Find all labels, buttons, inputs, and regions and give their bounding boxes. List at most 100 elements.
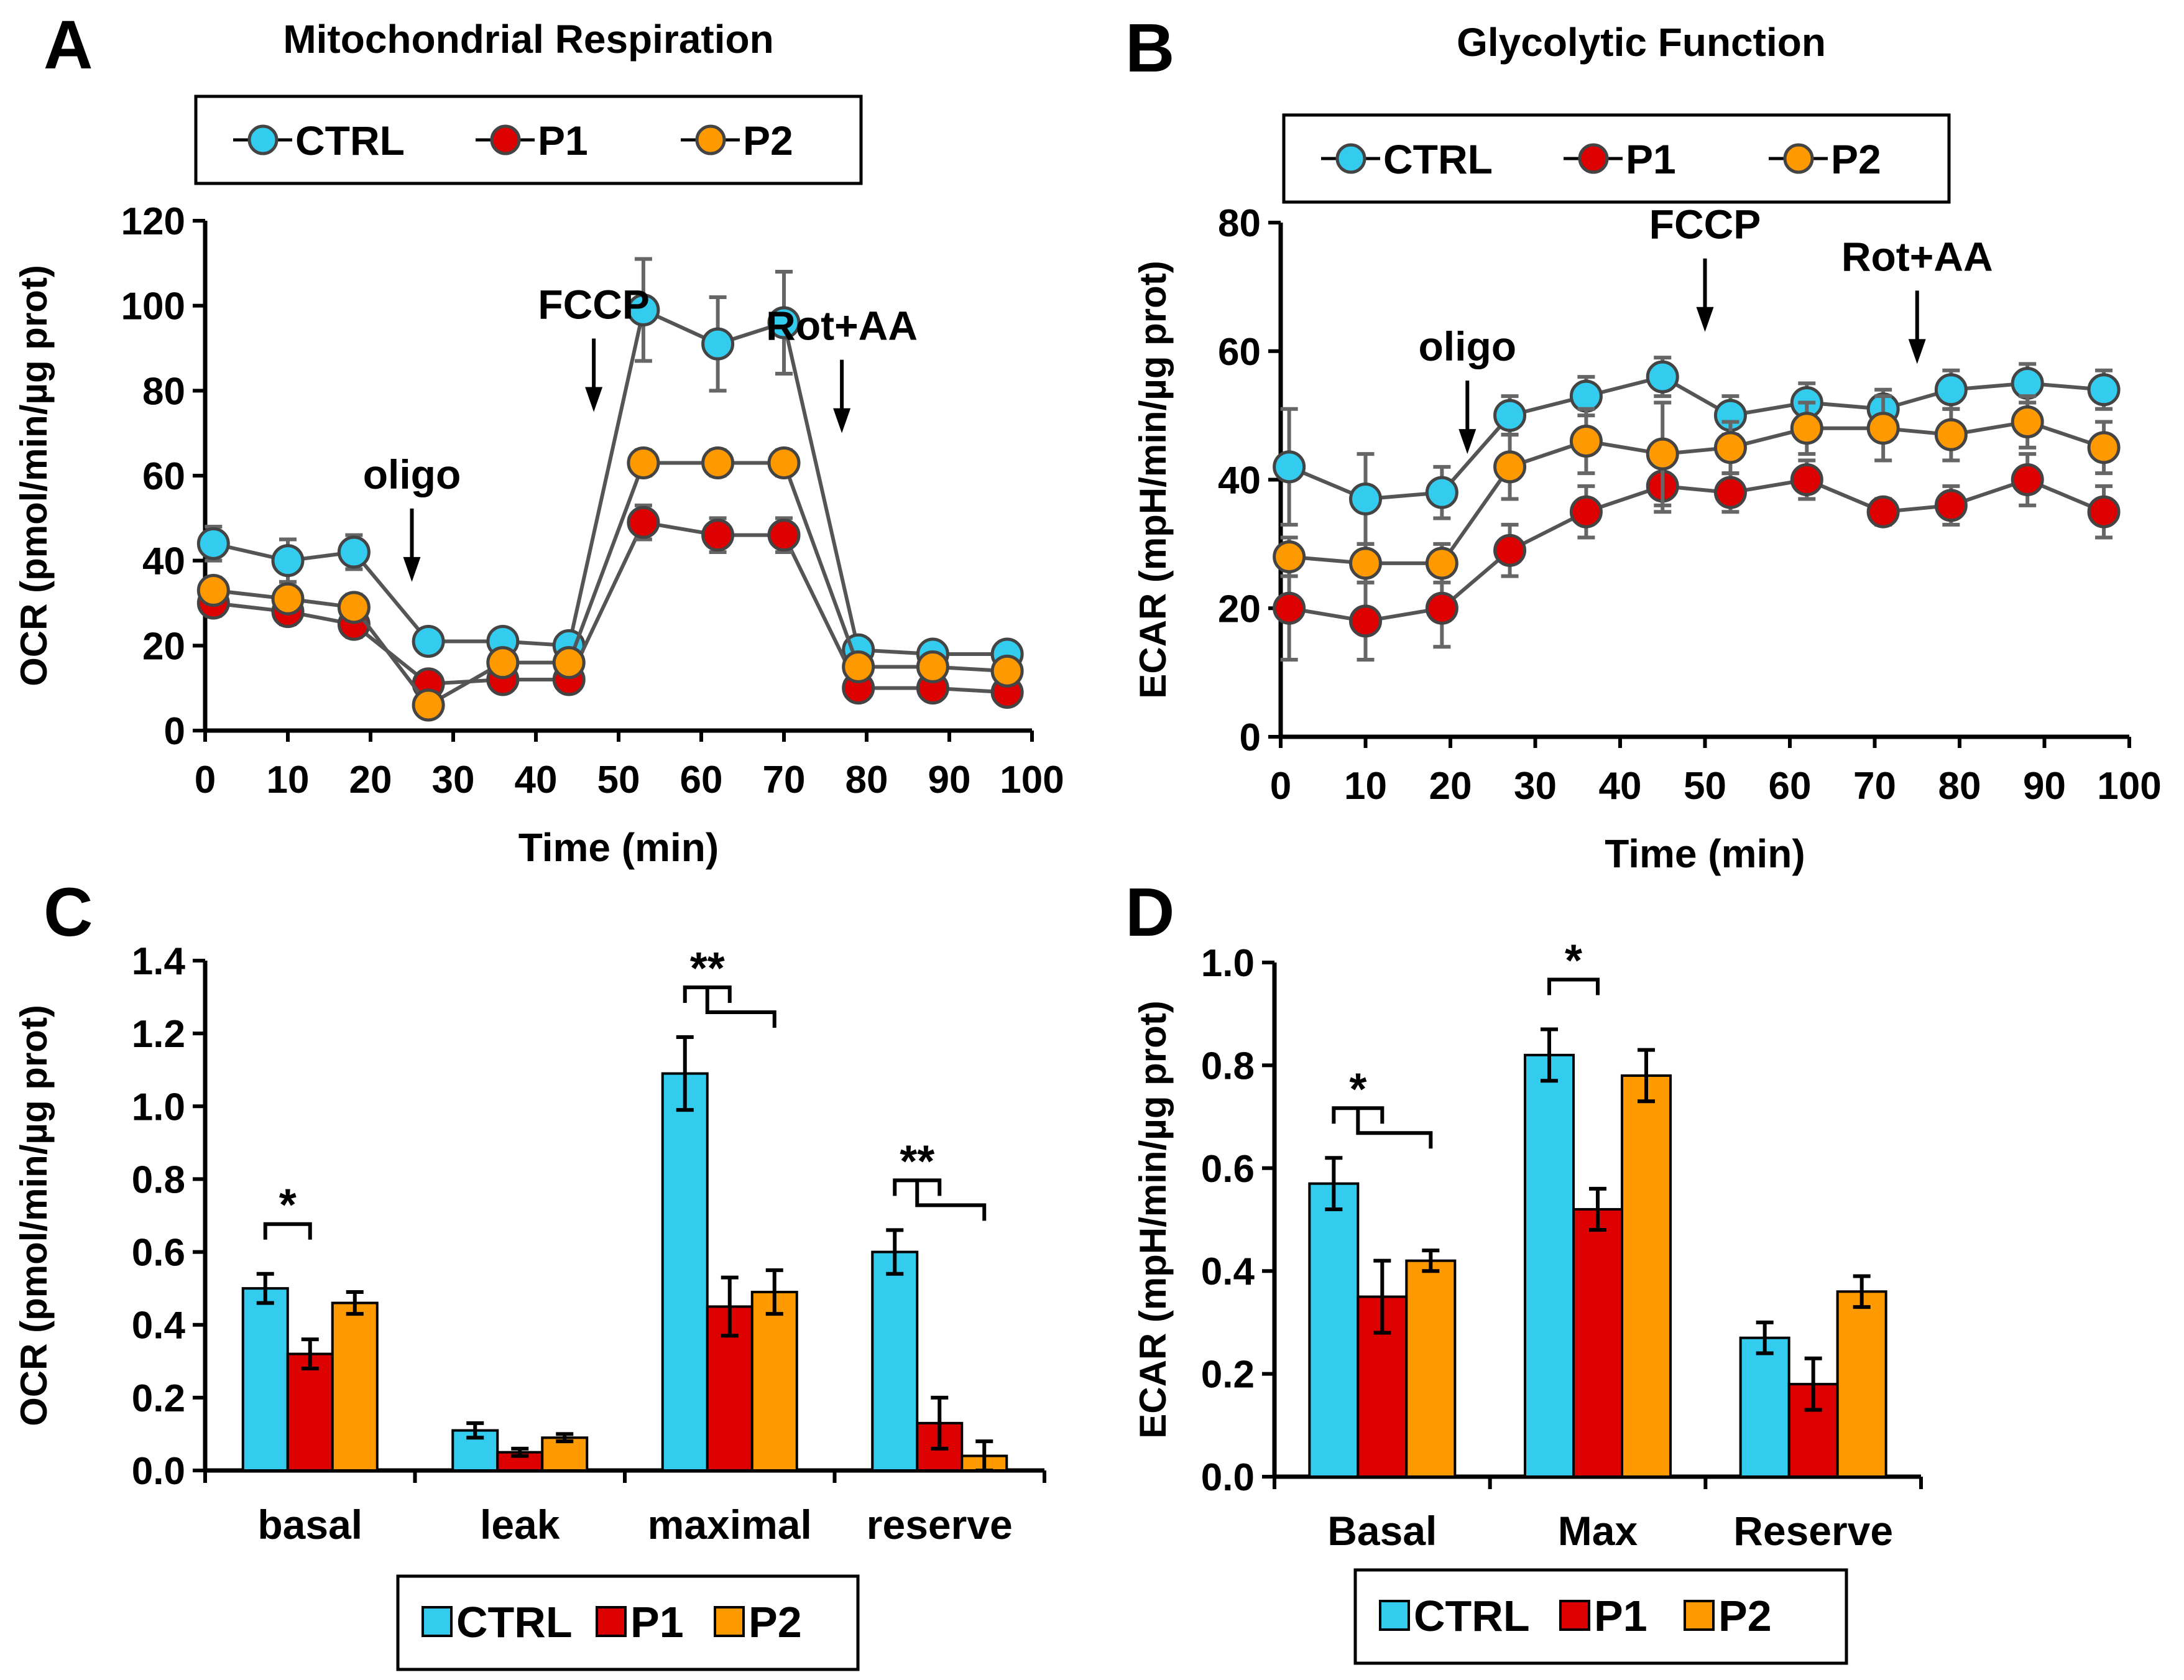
series-p1 xyxy=(1273,452,2121,662)
data-point-p2 xyxy=(701,446,735,479)
bar-p2-reserve xyxy=(1836,1290,1887,1479)
category-label: leak xyxy=(480,1502,560,1548)
legend-label-ctrl: CTRL xyxy=(456,1598,573,1646)
data-point-p1 xyxy=(627,505,660,539)
panel-a-mitochondrial-respiration: A Mitochondrial Respiration CTRL P1 P2 0 20 40 6… xyxy=(13,7,1064,870)
y-tick-label: 120 xyxy=(121,200,185,243)
legend-marker-p2 xyxy=(1783,143,1814,174)
significance-bracket xyxy=(1356,1108,1433,1149)
data-point-p2 xyxy=(1569,424,1603,458)
series-line-ctrl xyxy=(1288,374,2104,501)
legend-label-p2: P2 xyxy=(749,1598,802,1646)
data-point-p2 xyxy=(1425,547,1458,580)
series-line-p2 xyxy=(213,461,1008,708)
y-axis-label: ECAR (mpH/min/µg prot) xyxy=(1132,261,1174,699)
legend-marker-ctrl xyxy=(1335,143,1366,174)
data-point-p2 xyxy=(1493,450,1527,484)
legend-swatch-p1 xyxy=(596,1606,627,1637)
panel-label: C xyxy=(44,874,93,951)
y-tick-label: 1.4 xyxy=(132,940,186,983)
x-tick-label: 30 xyxy=(432,759,475,801)
data-point-ctrl xyxy=(1934,373,1968,407)
y-tick-label: 100 xyxy=(121,285,185,328)
bar-p2-basal xyxy=(1405,1259,1457,1479)
bar-p2-maximal xyxy=(750,1291,798,1472)
panel-c-ocr-bar-chart: C 0.0 0.2 0.4 0.6 0.8 1.0 1.2 1.4 OCR (pmol/min/µ… xyxy=(13,874,1046,1671)
y-tick-label: 20 xyxy=(1218,588,1261,630)
significance-marker: * xyxy=(279,1181,297,1230)
data-point-ctrl xyxy=(2011,366,2044,400)
x-tick-label: 90 xyxy=(928,759,971,801)
category-label: basal xyxy=(257,1502,362,1548)
annotation-label: Rot+AA xyxy=(766,303,918,349)
x-axis-label: Time (min) xyxy=(1605,831,1805,876)
x-tick-label: 10 xyxy=(267,759,310,801)
significance-bracket xyxy=(915,1180,987,1221)
data-point-p2 xyxy=(271,582,305,616)
x-tick-label: 60 xyxy=(1769,765,1812,808)
data-point-ctrl xyxy=(1493,399,1527,432)
data-point-p2 xyxy=(767,446,801,479)
legend-box xyxy=(396,1574,860,1671)
annotation-arrow-head xyxy=(1696,307,1714,332)
y-tick-label: 20 xyxy=(142,625,185,668)
legend-label-p2: P2 xyxy=(743,118,793,164)
significance-max: * xyxy=(1547,936,1600,995)
data-point-p2 xyxy=(552,646,586,680)
legend-label-ctrl: CTRL xyxy=(1414,1592,1530,1640)
data-point-p2 xyxy=(2087,431,2121,464)
significance-basal: * xyxy=(263,1181,312,1240)
annotation-label: oligo xyxy=(363,451,461,497)
data-point-p1 xyxy=(1273,591,1306,625)
series-p1 xyxy=(196,503,1024,709)
bar-ctrl-max xyxy=(1524,1053,1575,1478)
legend-label-p1: P1 xyxy=(1594,1592,1647,1640)
x-tick-label: 0 xyxy=(1270,765,1291,808)
significance-bracket xyxy=(1547,977,1600,995)
data-point-p2 xyxy=(1934,418,1968,451)
legend: CTRL P1 P2 xyxy=(396,1574,860,1671)
x-axis-label: Time (min) xyxy=(518,825,719,870)
x-tick-label: 40 xyxy=(515,759,558,801)
bar-p2-max xyxy=(1621,1074,1672,1478)
data-point-p1 xyxy=(1425,591,1458,625)
data-point-ctrl xyxy=(1273,450,1306,484)
significance-basal: * xyxy=(1332,1064,1433,1149)
chart-title: Glycolytic Function xyxy=(1457,20,1826,65)
annotation-label: oligo xyxy=(1418,323,1516,369)
data-point-ctrl xyxy=(1349,482,1382,516)
x-tick-label: 20 xyxy=(349,759,392,801)
y-tick-label: 0.6 xyxy=(132,1232,185,1275)
legend-label-p2: P2 xyxy=(1718,1592,1772,1640)
y-tick-label: 1.2 xyxy=(132,1013,185,1056)
y-tick-label: 0 xyxy=(1240,716,1261,759)
x-tick-label: 0 xyxy=(195,759,216,801)
x-tick-label: 20 xyxy=(1429,765,1472,808)
data-point-p1 xyxy=(1713,476,1747,509)
legend-marker-p1 xyxy=(490,124,521,155)
data-point-p2 xyxy=(337,591,371,624)
legend: CTRL P1 P2 xyxy=(1353,1568,1848,1665)
significance-maximal: ** xyxy=(683,944,776,1028)
bar-ctrl-reserve xyxy=(871,1250,919,1472)
data-point-p2 xyxy=(1790,412,1823,445)
data-point-p2 xyxy=(1273,540,1306,574)
legend-label-ctrl: CTRL xyxy=(1383,136,1493,182)
data-point-ctrl xyxy=(337,535,371,569)
annotation-arrow-head xyxy=(1908,339,1926,364)
annotation-label: Rot+AA xyxy=(1841,233,1993,279)
y-tick-label: 60 xyxy=(142,455,185,498)
y-axis-label: OCR (pmol/min/µg prot) xyxy=(13,265,55,686)
data-point-ctrl xyxy=(271,544,305,578)
x-tick-label: 100 xyxy=(2097,765,2161,808)
annotation-oligo: oligo xyxy=(1418,323,1516,455)
legend-box xyxy=(1353,1568,1848,1665)
data-point-p2 xyxy=(196,574,230,607)
legend-label-p1: P1 xyxy=(538,118,588,164)
legend-swatch-p2 xyxy=(1684,1600,1715,1631)
annotation-fccp: FCCP xyxy=(1649,201,1761,332)
y-tick-label: 0.8 xyxy=(132,1158,185,1201)
panel-label: D xyxy=(1125,874,1174,951)
legend-swatch-p1 xyxy=(1559,1600,1590,1631)
